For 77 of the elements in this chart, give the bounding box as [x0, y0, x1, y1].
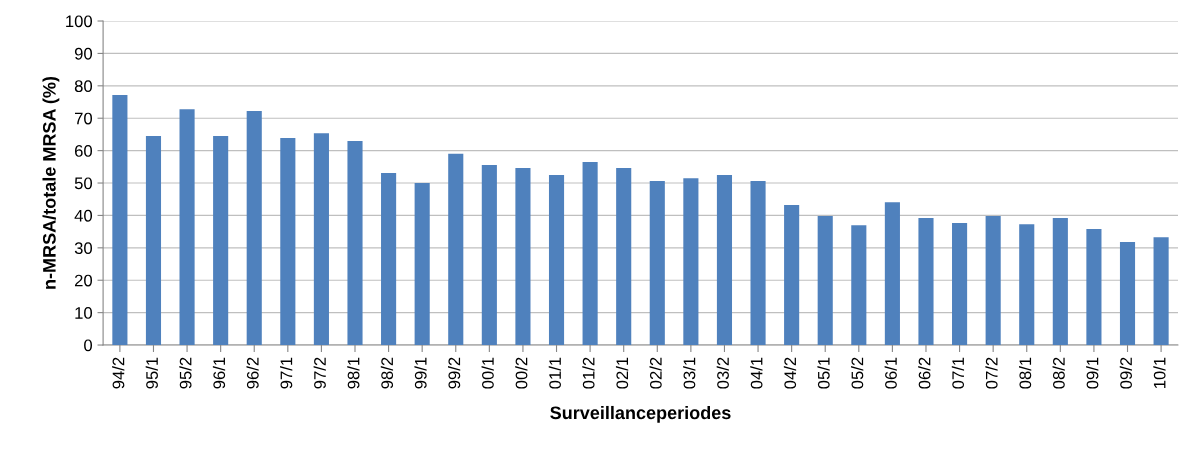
bar	[1086, 229, 1102, 346]
bar	[448, 153, 464, 346]
x-tick-label: 00/2	[515, 357, 528, 389]
bar	[683, 178, 699, 346]
x-tick-label: 02/2	[649, 357, 662, 389]
bar	[347, 140, 363, 346]
bar	[280, 137, 296, 346]
bar	[1119, 242, 1136, 346]
y-tick-label: 80	[74, 80, 93, 93]
bar	[952, 222, 968, 346]
x-tick-label: 98/1	[347, 357, 360, 389]
bar	[750, 181, 766, 346]
y-tick-label: 10	[75, 307, 93, 319]
y-tick-label: 30	[74, 242, 93, 255]
x-tick-label: 97/2	[313, 357, 326, 389]
x-tick-label: 08/1	[1018, 357, 1032, 389]
y-tick-label: 50	[74, 177, 93, 190]
bar	[414, 183, 430, 346]
x-tick-label: 02/1	[615, 357, 629, 389]
x-tick-label: 09/1	[1086, 357, 1099, 389]
x-tick-label: 04/1	[750, 357, 763, 389]
bar	[716, 174, 733, 346]
bar	[179, 109, 195, 346]
bar	[784, 205, 800, 346]
bar	[918, 218, 934, 346]
bar	[213, 136, 229, 346]
bar	[515, 168, 531, 346]
x-axis-title: Surveillanceperiodes	[550, 405, 731, 423]
bar	[884, 202, 900, 346]
x-tick-label: 99/2	[447, 357, 461, 389]
x-tick-label: 08/2	[1052, 357, 1065, 389]
bar	[481, 164, 497, 346]
bar	[851, 225, 867, 346]
x-tick-label: 98/2	[380, 357, 394, 389]
x-tick-label: 06/2	[918, 357, 931, 389]
y-tick-label: 100	[66, 15, 93, 28]
x-tick-label: 97/1	[280, 357, 293, 389]
x-tick-label: 05/1	[817, 357, 830, 389]
x-tick-label: 07/1	[951, 357, 965, 389]
x-tick-label: 94/2	[112, 357, 125, 389]
bar	[649, 181, 665, 346]
bar	[246, 111, 262, 346]
y-tick-label: 90	[74, 47, 93, 60]
x-tick-label: 07/2	[985, 357, 998, 389]
x-tick-label: 95/1	[145, 357, 158, 389]
x-tick-label: 03/2	[716, 357, 729, 389]
x-tick-label: 95/2	[179, 357, 192, 389]
bar	[1019, 224, 1035, 346]
x-tick-label: 00/1	[481, 357, 494, 389]
x-tick-label: 04/2	[783, 357, 797, 389]
y-tick-label: 60	[74, 145, 93, 157]
x-tick-label: 05/2	[851, 357, 864, 389]
bar	[145, 136, 162, 346]
x-tick-label: 01/1	[548, 357, 561, 389]
bar	[817, 216, 833, 346]
x-tick-label: 03/1	[683, 357, 696, 389]
x-tick-label: 10/1	[1153, 357, 1166, 388]
y-tick-label: 0	[84, 339, 93, 352]
bar	[1153, 237, 1169, 346]
bar	[381, 172, 397, 346]
y-tick-label: 20	[74, 274, 93, 287]
x-tick-label: 96/2	[246, 357, 259, 389]
bar	[985, 216, 1001, 346]
x-tick-label: 99/1	[414, 357, 427, 389]
bar	[582, 161, 598, 346]
x-tick-label: 96/1	[212, 357, 226, 389]
x-tick-label: 09/2	[1119, 357, 1132, 389]
bar	[1052, 218, 1068, 346]
bar	[313, 133, 329, 346]
bar	[616, 168, 632, 346]
x-tick-label: 06/1	[884, 357, 897, 389]
y-axis-title: n-MRSA/totale MRSA (%)	[42, 76, 60, 289]
bar	[112, 94, 128, 346]
y-tick-label: 40	[74, 209, 93, 222]
y-tick-label: 70	[75, 112, 93, 125]
x-tick-label: 01/2	[582, 357, 595, 389]
bar	[548, 174, 565, 346]
